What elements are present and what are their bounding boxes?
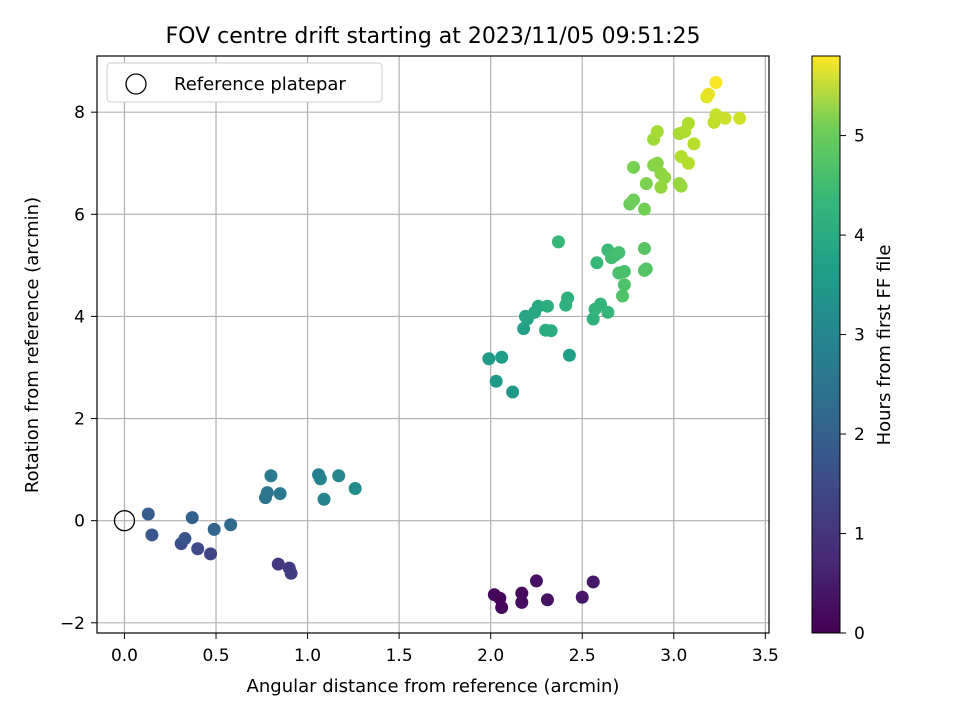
data-point bbox=[674, 179, 688, 193]
data-point bbox=[260, 486, 274, 500]
colorbar-tick-label: 0 bbox=[854, 624, 865, 644]
data-point bbox=[224, 518, 238, 532]
data-point bbox=[489, 374, 503, 388]
data-point bbox=[271, 557, 285, 571]
data-point bbox=[482, 352, 496, 366]
data-point bbox=[515, 586, 529, 600]
x-tick-label: 2.5 bbox=[569, 646, 596, 666]
data-point bbox=[145, 528, 159, 542]
reference-point bbox=[113, 510, 136, 532]
data-point bbox=[495, 350, 509, 364]
data-point bbox=[273, 487, 287, 501]
legend-marker-icon bbox=[125, 73, 147, 95]
legend-label: Reference platepar bbox=[174, 74, 346, 95]
y-axis-label: Rotation from reference (arcmin) bbox=[22, 197, 43, 493]
colorbar-ticks: 0 1 2 3 4 5 bbox=[840, 127, 865, 644]
data-point bbox=[590, 256, 604, 270]
data-point bbox=[650, 125, 664, 139]
data-point bbox=[531, 299, 545, 313]
data-point bbox=[654, 180, 668, 194]
legend: Reference platepar bbox=[106, 62, 383, 103]
colorbar-tick-label: 3 bbox=[854, 326, 865, 346]
colorbar-tick-label: 2 bbox=[854, 425, 865, 445]
data-point bbox=[733, 111, 747, 125]
data-point bbox=[627, 193, 641, 207]
x-axis-ticks: 0.0 0.5 1.0 1.5 2.0 2.5 3.0 3.5 bbox=[111, 633, 779, 666]
data-point bbox=[178, 532, 192, 546]
data-point bbox=[204, 547, 218, 561]
data-point bbox=[702, 87, 716, 101]
data-point bbox=[185, 511, 199, 525]
data-point bbox=[639, 177, 653, 191]
data-point bbox=[612, 246, 626, 260]
data-point bbox=[191, 542, 205, 556]
data-point bbox=[617, 264, 631, 278]
data-point bbox=[681, 116, 695, 130]
legend-box bbox=[106, 62, 383, 103]
data-point bbox=[506, 385, 520, 399]
data-point bbox=[551, 235, 565, 249]
colorbar-tick-label: 4 bbox=[854, 226, 865, 246]
data-point bbox=[207, 522, 221, 536]
data-point bbox=[601, 305, 615, 319]
data-point bbox=[540, 593, 554, 607]
data-point bbox=[627, 160, 641, 174]
colorbar: 0 1 2 3 4 5 Hours from first FF file bbox=[811, 55, 895, 644]
data-point bbox=[575, 590, 589, 604]
x-tick-label: 3.5 bbox=[752, 646, 779, 666]
colorbar-tick-label: 1 bbox=[854, 525, 865, 545]
y-tick-label: 8 bbox=[74, 103, 85, 123]
x-tick-label: 3.0 bbox=[660, 646, 687, 666]
y-tick-label: 2 bbox=[74, 410, 85, 430]
x-tick-label: 0.5 bbox=[202, 646, 229, 666]
data-point bbox=[616, 289, 630, 303]
y-tick-label: 4 bbox=[74, 307, 85, 327]
data-point bbox=[264, 469, 278, 483]
colorbar-label: Hours from first FF file bbox=[874, 245, 895, 446]
data-point bbox=[637, 242, 651, 256]
data-point bbox=[639, 262, 653, 276]
reference-marker bbox=[113, 510, 136, 532]
data-point bbox=[317, 492, 331, 506]
data-point bbox=[561, 291, 575, 305]
scatter-points bbox=[141, 76, 747, 614]
data-point bbox=[495, 600, 509, 614]
chart-title: FOV centre drift starting at 2023/11/05 … bbox=[166, 24, 701, 49]
data-point bbox=[718, 111, 732, 125]
y-tick-label: 6 bbox=[74, 205, 85, 225]
data-point bbox=[141, 507, 155, 521]
data-point bbox=[544, 324, 558, 338]
data-point bbox=[681, 156, 695, 170]
data-point bbox=[617, 278, 631, 292]
data-point bbox=[515, 595, 529, 609]
x-tick-label: 1.0 bbox=[294, 646, 321, 666]
data-point bbox=[540, 299, 554, 313]
plot-frame bbox=[96, 55, 770, 634]
data-point bbox=[637, 202, 651, 216]
y-axis-ticks: −2 0 2 4 6 8 bbox=[60, 103, 97, 634]
y-tick-label: 0 bbox=[74, 512, 85, 532]
x-axis-label: Angular distance from reference (arcmin) bbox=[247, 676, 620, 697]
data-point bbox=[284, 566, 298, 580]
data-point bbox=[313, 472, 327, 486]
data-point bbox=[529, 574, 543, 588]
colorbar-tick-label: 5 bbox=[854, 127, 865, 147]
grid-lines bbox=[97, 56, 769, 633]
y-tick-label: −2 bbox=[60, 614, 85, 634]
colorbar-gradient bbox=[811, 55, 841, 634]
data-point bbox=[687, 137, 701, 151]
data-point bbox=[332, 469, 346, 483]
data-point bbox=[348, 481, 362, 495]
x-tick-label: 2.0 bbox=[477, 646, 504, 666]
data-point bbox=[562, 348, 576, 362]
data-point bbox=[650, 156, 664, 170]
data-point bbox=[709, 76, 723, 90]
x-tick-label: 0.0 bbox=[111, 646, 138, 666]
data-point bbox=[586, 312, 600, 326]
x-tick-label: 1.5 bbox=[386, 646, 413, 666]
data-point bbox=[586, 575, 600, 589]
